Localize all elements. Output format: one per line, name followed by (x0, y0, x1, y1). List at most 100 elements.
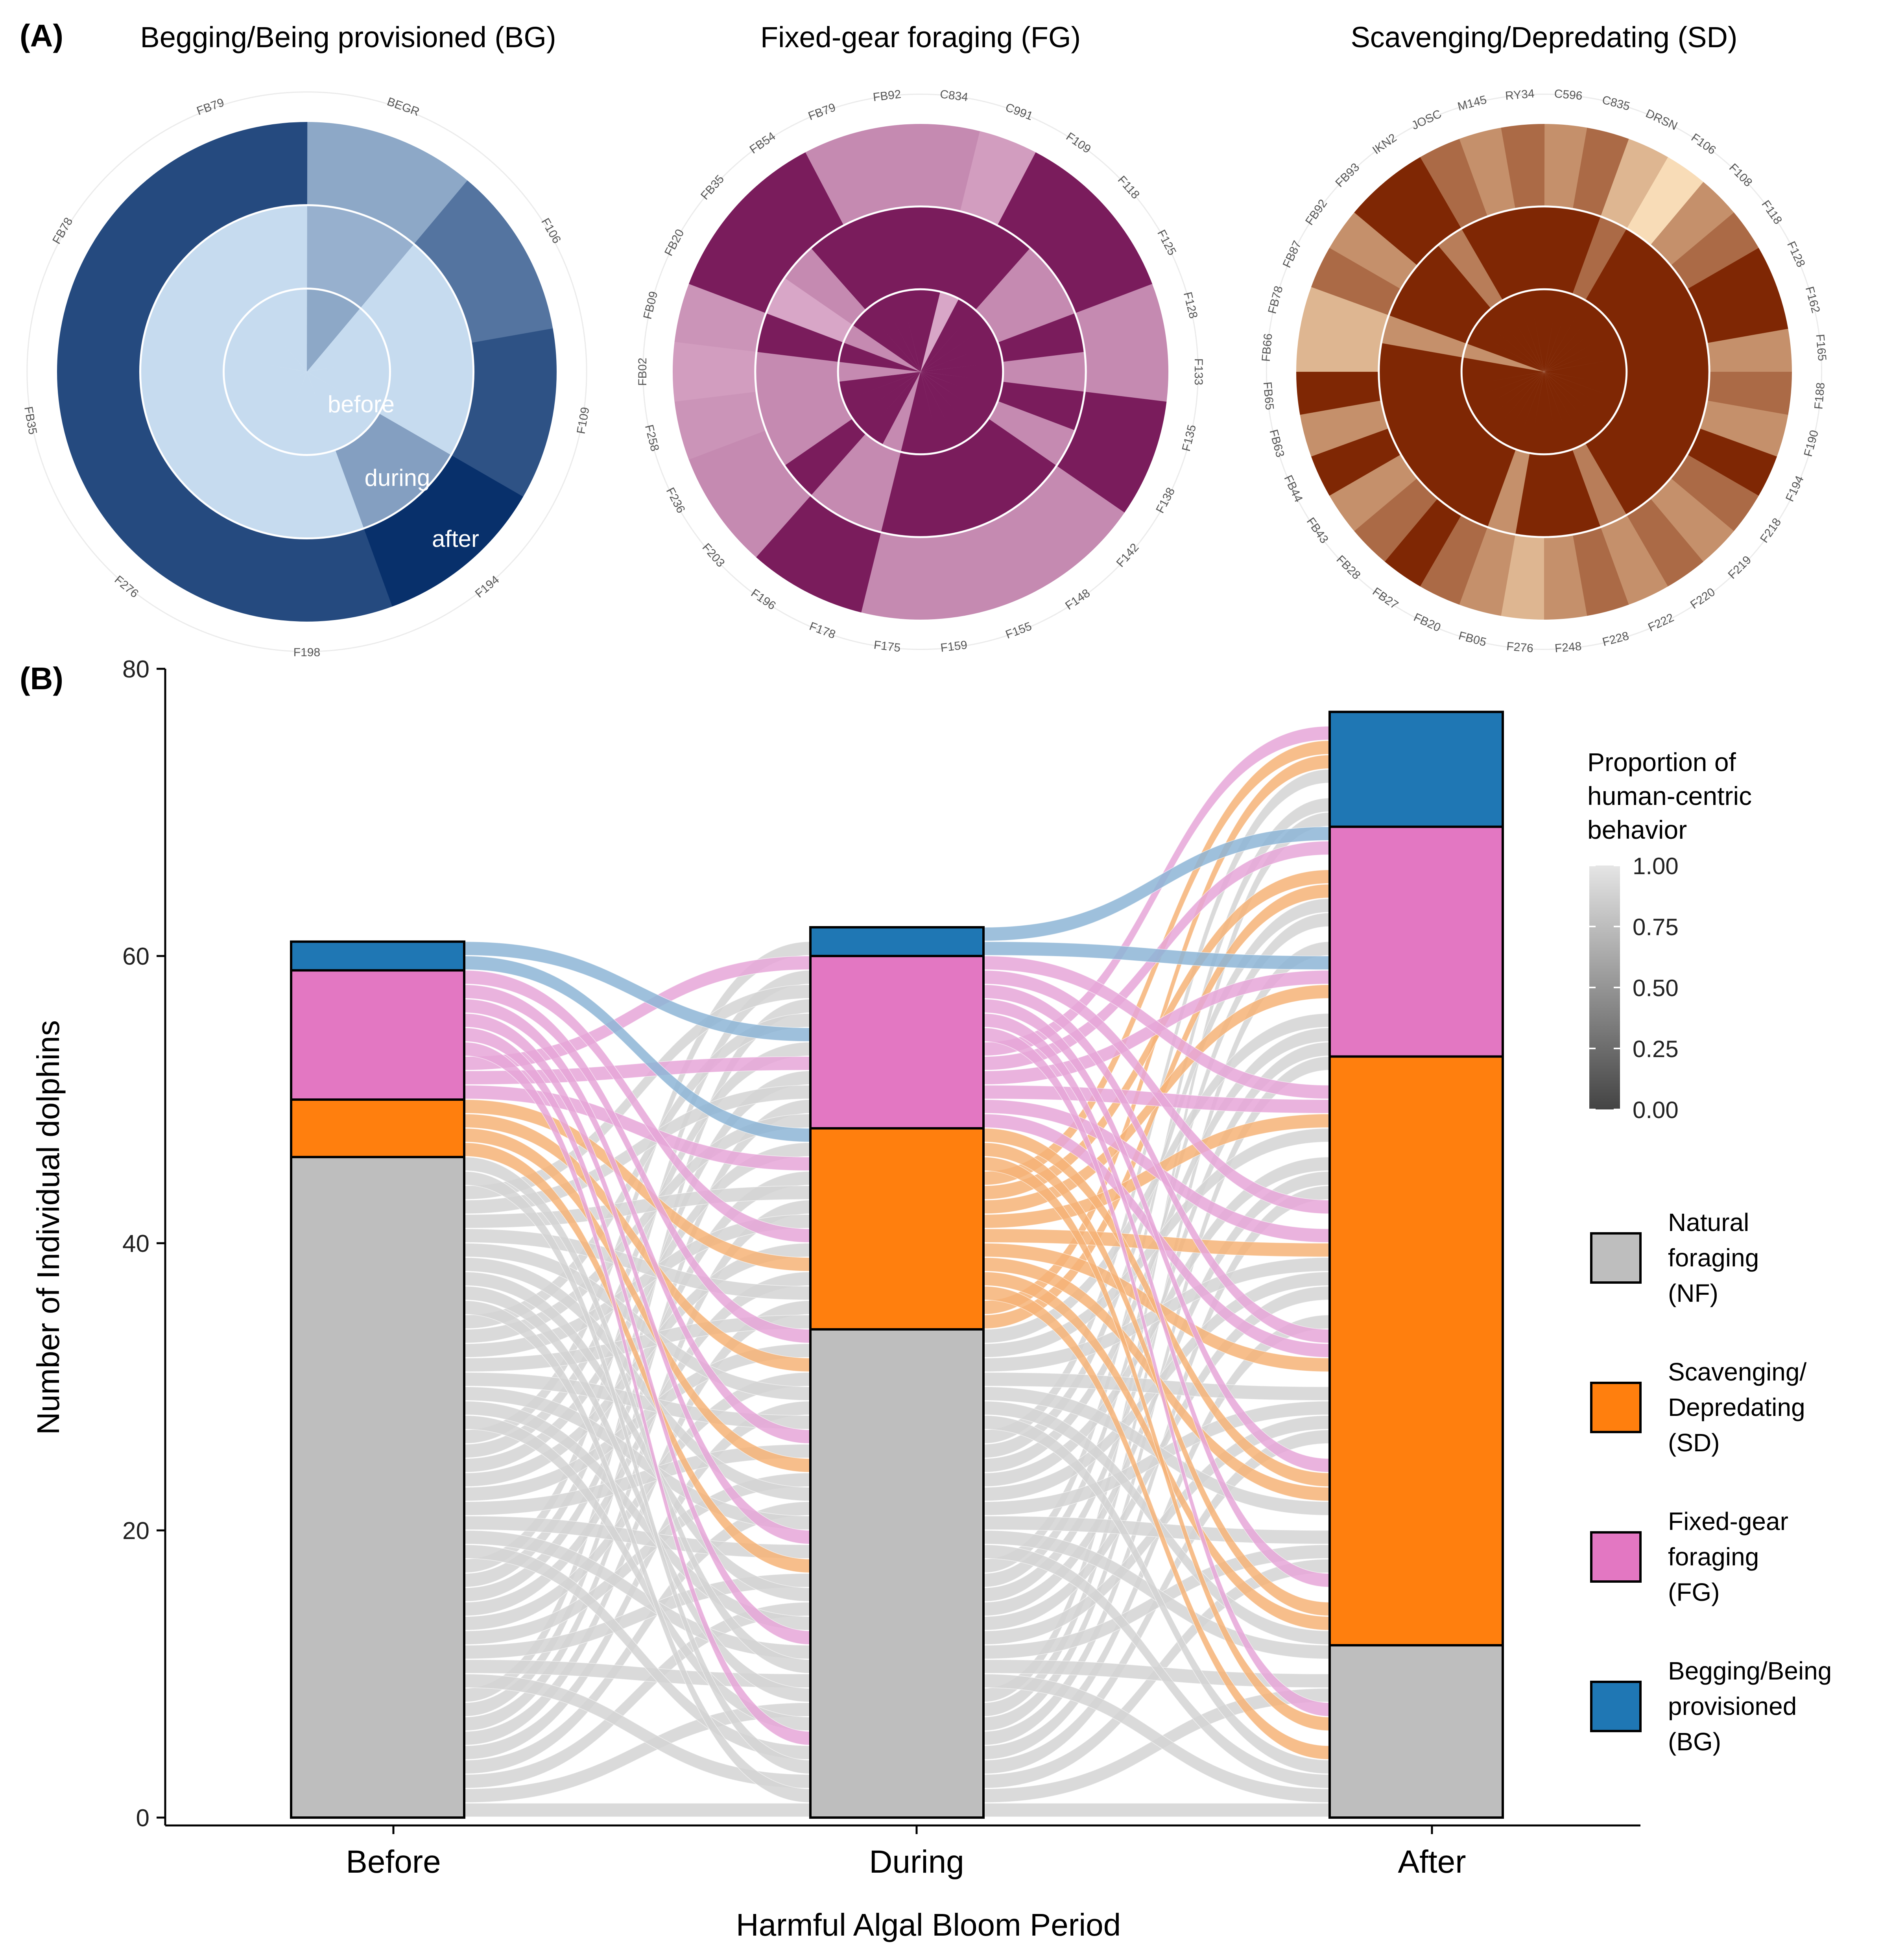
polar-wedge-sd-before-fb92 (1472, 318, 1544, 372)
polar-wedge-sd-during-fb93 (1417, 245, 1491, 319)
polar-wedge-fg-after-f236 (688, 430, 785, 513)
polar-wedge-fg-during-f159 (920, 452, 960, 537)
spoke-label-sd-fb87: FB87 (1280, 239, 1304, 270)
spoke-label-fg-fb92: FB92 (872, 88, 902, 104)
polar-wedge-fg-before-f203 (852, 372, 921, 434)
alluvial-flows (464, 726, 1330, 1817)
colorbar-tick-label-4: 0.00 (1633, 1097, 1679, 1123)
spoke-label-sd-f165: F165 (1813, 334, 1828, 362)
polar-wedge-fg-after-f178 (805, 518, 881, 613)
y-tick-label-40: 40 (122, 1230, 149, 1257)
spoke-label-sd-fb65: FB65 (1261, 381, 1276, 410)
legend-key-fg (1590, 1531, 1642, 1583)
bar-during-bg (809, 926, 985, 957)
polar-wedge-sd-before-f228 (1544, 372, 1572, 453)
polar-wedge-fg-before-f148 (921, 372, 976, 445)
spoke-label-sd-f190: F190 (1802, 429, 1821, 458)
polar-wedge-sd-after-ikn2 (1385, 157, 1462, 245)
polar-wedge-fg-before-fb54 (865, 299, 921, 372)
polar-wedge-sd-after-fb27 (1384, 498, 1461, 587)
spoke-label-sd-josc: JOSC (1410, 107, 1443, 133)
polar-wedge-bg-before-f106 (307, 308, 389, 372)
polar-wedge-fg-before-f178 (882, 372, 921, 452)
polar-wedge-fg-after-f135 (1075, 391, 1167, 460)
polar-wedge-fg-after-c991 (960, 131, 1036, 226)
polar-wedge-bg-after-f109 (451, 328, 557, 497)
polar-wedge-sd-during-fb27 (1437, 435, 1503, 515)
polar-wedge-sd-before-m145 (1516, 290, 1544, 372)
bar-during-sd (809, 1127, 985, 1331)
bar-after-bg (1328, 711, 1504, 828)
polar-wedge-fg-during-c834 (921, 206, 961, 292)
polar-wedge-fg-after-fb54 (756, 152, 844, 248)
polar-grid-circle (642, 93, 1199, 650)
spoke-label-sd-f248: F248 (1554, 640, 1582, 655)
spoke-label-fg-f133: F133 (1192, 358, 1205, 385)
polar-wedge-sd-before-fb05 (1515, 372, 1544, 453)
spoke-label-bg-fb78: FB78 (50, 215, 75, 246)
polar-wedge-fg-before-fb79 (882, 292, 921, 372)
polar-wedge-sd-after-f194 (1687, 428, 1777, 496)
legend-label-fg: Fixed-gear (1668, 1507, 1788, 1536)
polar-wedge-sd-before-f162 (1544, 343, 1625, 372)
polar-wedge-bg-after-f106 (414, 180, 553, 343)
spoke-label-sd-fb93: FB93 (1333, 161, 1362, 190)
polar-wedge-sd-during-f222 (1572, 443, 1627, 528)
polar-wedge-fg-after-fb35 (716, 186, 811, 278)
polar-chart-sd: Scavenging/Depredating (SD) C596 C835 DRSN… (1260, 21, 1829, 655)
polar-wedge-fg-after-f155 (959, 518, 1036, 613)
polar-wedge-fg-after-f142 (1030, 465, 1125, 558)
polar-wedge-fg-during-f196 (810, 433, 882, 519)
spoke-label-sd-f188: F188 (1812, 382, 1827, 410)
spoke-label-fg-f135: F135 (1180, 423, 1199, 452)
polar-wedge-fg-after-f138 (1056, 430, 1153, 513)
polar-wedge-fg-during-f135 (998, 382, 1085, 431)
x-tick-label-before: Before (346, 1844, 441, 1880)
spoke-label-sd-f128: F128 (1784, 239, 1808, 269)
polar-wedge-sd-during-f106 (1585, 229, 1651, 309)
alluvial-chart: 0 20 40 60 80 Before During After Harmful Algal… (31, 656, 1832, 1942)
polar-wedge-bg-during-fb79 (199, 205, 307, 308)
polar-wedge-sd-before-f128 (1544, 330, 1622, 372)
polar-wedge-sd-before-josc (1503, 294, 1544, 372)
polar-wedge-sd-after-f128 (1687, 248, 1777, 316)
spoke-label-sd-f276: F276 (1506, 640, 1534, 655)
polar-wedge-fg-before-fb02 (838, 362, 921, 382)
polar-wedge-sd-after-fb78 (1300, 286, 1389, 343)
polar-wedge-sd-before-c835 (1544, 290, 1573, 372)
spoke-label-sd-fb20: FB20 (1411, 611, 1443, 634)
polar-wedge-sd-during-fb78 (1381, 315, 1467, 358)
polar-wedge-fg-before-f175 (900, 372, 921, 454)
legend: Proportion of human-centric behavior 1.00 0.… (1587, 747, 1832, 1756)
spoke-label-fg-fb54: FB54 (747, 130, 778, 157)
polar-wedge-sd-after-fb93 (1354, 181, 1438, 266)
polar-wedge-sd-before-fb87 (1466, 330, 1544, 372)
polar-wedge-bg-after-f194 (363, 455, 523, 607)
spoke-label-sd-fb92: FB92 (1303, 197, 1330, 228)
polar-wedge-fg-before-f133 (921, 362, 1003, 382)
bar-after-nf (1328, 1644, 1504, 1819)
bar-during-nf (809, 1328, 985, 1819)
polar-wedge-fg-after-f258 (674, 391, 766, 460)
polar-wedge-bg-during-f198 (249, 450, 364, 539)
y-tick-label-80: 80 (122, 656, 149, 683)
spoke-label-sd-fb63: FB63 (1267, 428, 1286, 459)
polar-wedge-fg-after-f109 (997, 152, 1085, 249)
polar-wedge-fg-before-f236 (843, 372, 921, 419)
polar-wedge-sd-during-drsn (1572, 216, 1627, 301)
polar-wedge-sd-before-f188 (1544, 372, 1627, 386)
polar-wedge-sd-after-f218 (1670, 454, 1759, 532)
polar-wedge-sd-during-fb20 (1461, 443, 1516, 527)
polar-wedge-bg-after-f276 (90, 455, 250, 607)
polar-wedge-bg-during-fb35 (140, 342, 235, 455)
polar-wedges-bg (57, 122, 557, 622)
spoke-label-sd-f162: F162 (1803, 285, 1823, 315)
polar-wedge-fg-before-f118 (921, 310, 989, 372)
bar-during-fg (809, 955, 985, 1129)
polar-wedge-fg-during-f258 (756, 381, 843, 431)
polar-wedge-sd-before-f219 (1544, 372, 1607, 435)
polar-wedge-sd-before-fb65 (1461, 371, 1544, 386)
polar-wedge-fg-during-fb35 (784, 247, 866, 325)
polar-wedge-fg-during-f109 (959, 225, 1031, 310)
spoke-label-fg-f196: F196 (749, 587, 778, 613)
